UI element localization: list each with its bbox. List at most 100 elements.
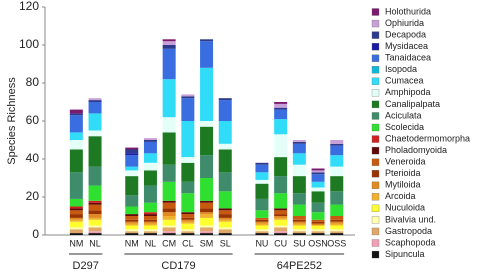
- bar-segment: [274, 225, 288, 228]
- bar-segment: [255, 221, 269, 224]
- bar-segment: [218, 219, 232, 222]
- bar-segment: [181, 121, 195, 158]
- bar-segment: [330, 231, 344, 234]
- bar-segment: [292, 143, 306, 154]
- bar-segment: [181, 162, 195, 182]
- bar-segment: [330, 221, 344, 224]
- bar-segment: [69, 214, 83, 218]
- bar-segment: [125, 176, 139, 196]
- bar-segment: [200, 212, 214, 215]
- bar-segment: [162, 233, 176, 235]
- bar-segment: [125, 223, 139, 226]
- bar-segment: [143, 162, 157, 171]
- bar-segment: [162, 219, 176, 226]
- bar-segment: [162, 212, 176, 216]
- y-tick-label: 80: [26, 75, 40, 89]
- bar-segment: [292, 153, 306, 165]
- bar-segment: [274, 217, 288, 220]
- bar-segment: [292, 204, 306, 216]
- bar-segment: [181, 223, 195, 230]
- bar-segment: [330, 229, 344, 232]
- bar-segment: [292, 233, 306, 235]
- bar-segment: [125, 221, 139, 224]
- bar-segment: [88, 166, 102, 186]
- bar-segment: [162, 132, 176, 165]
- bar-segment: [292, 176, 306, 194]
- bar-segment: [88, 219, 102, 226]
- legend-label: Aciculata: [385, 110, 422, 120]
- bar-segment: [69, 217, 83, 220]
- x-tick-label: NM: [125, 238, 139, 248]
- legend-label: Sipuncula: [385, 249, 425, 259]
- bar-segment: [330, 223, 344, 226]
- bar-segment: [200, 202, 214, 209]
- bar-segment: [162, 39, 176, 42]
- bar-segment: [255, 217, 269, 220]
- bar-segment: [274, 107, 288, 110]
- bar-segment: [292, 229, 306, 232]
- bar-segment: [218, 191, 232, 209]
- bar-segment: [274, 109, 288, 120]
- bar-segment: [162, 79, 176, 118]
- bar-segment: [330, 216, 344, 220]
- bar-segment: [69, 132, 83, 140]
- bar-segment: [292, 141, 306, 144]
- legend-swatch: [371, 112, 380, 120]
- bar-segment: [143, 138, 157, 140]
- bar-segment: [311, 219, 325, 222]
- bar-segment: [292, 164, 306, 177]
- bar-segment: [143, 216, 157, 220]
- bar-segment: [69, 172, 83, 199]
- bar-segment: [125, 153, 139, 156]
- bar-segment: [274, 210, 288, 215]
- legend-label: Isopoda: [385, 64, 417, 74]
- legend-swatch: [371, 123, 380, 132]
- bar-segment: [181, 157, 195, 163]
- bar-segment: [143, 202, 157, 213]
- legend-label: Pholadomyoida: [385, 145, 447, 155]
- legend-label: Pterioida: [385, 168, 421, 178]
- legend-swatch: [371, 239, 380, 247]
- bar-segment: [143, 221, 157, 224]
- bar-segment: [330, 140, 344, 144]
- bar-segment: [69, 221, 83, 228]
- bar-segment: [292, 140, 306, 142]
- legend-label: Ophiurida: [385, 18, 424, 28]
- bar-segment: [125, 195, 139, 207]
- bar-segment: [311, 221, 325, 224]
- bar-segment: [200, 155, 214, 178]
- bar-segment: [311, 231, 325, 234]
- bar-segment: [181, 181, 195, 194]
- legend-label: Decapoda: [385, 29, 426, 39]
- bar-segment: [181, 233, 195, 235]
- bar-segment: [330, 191, 344, 205]
- bar-segment: [200, 39, 214, 42]
- bar-segment: [330, 176, 344, 192]
- bar-segment: [125, 225, 139, 230]
- bar-segment: [125, 214, 139, 216]
- legend-label: Tanaidacea: [385, 53, 431, 63]
- bar-segment: [69, 149, 83, 173]
- group-label: 64PE252: [277, 260, 322, 272]
- bar-segment: [88, 214, 102, 218]
- bar-segment: [255, 179, 269, 184]
- bar-segment: [88, 231, 102, 234]
- bar-segment: [311, 172, 325, 175]
- legend-label: Amphipoda: [385, 87, 431, 97]
- bar-segment: [200, 178, 214, 201]
- bar-segment: [181, 217, 195, 220]
- bar-segment: [125, 155, 139, 167]
- legend-swatch: [371, 100, 380, 109]
- bar-segment: [88, 185, 102, 201]
- bar-segment: [330, 225, 344, 230]
- bar-segment: [255, 223, 269, 226]
- bar-segment: [255, 162, 269, 165]
- bar-segment: [88, 202, 102, 205]
- bar-segment: [255, 225, 269, 230]
- bar-segment: [143, 229, 157, 232]
- bar-segment: [200, 200, 214, 203]
- bar-segment: [88, 204, 102, 211]
- legend-swatch: [371, 89, 380, 97]
- y-tick-label: 60: [26, 113, 40, 127]
- x-tick-label: NU: [255, 238, 268, 248]
